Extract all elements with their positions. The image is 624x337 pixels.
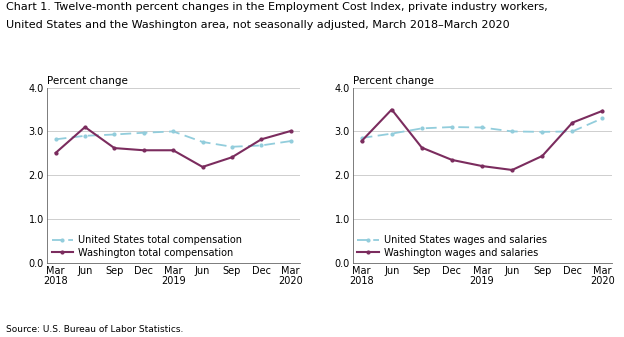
United States total compensation bbox=[287, 139, 295, 143]
Washington wages and salaries bbox=[568, 121, 576, 125]
Washington total compensation bbox=[52, 151, 59, 155]
United States total compensation bbox=[110, 132, 118, 136]
Washington wages and salaries bbox=[599, 109, 607, 113]
United States wages and salaries bbox=[539, 130, 546, 134]
United States total compensation bbox=[140, 131, 147, 135]
Washington wages and salaries bbox=[448, 158, 456, 162]
Washington wages and salaries bbox=[358, 139, 365, 143]
Washington total compensation bbox=[258, 137, 265, 141]
United States wages and salaries bbox=[478, 125, 485, 129]
Washington wages and salaries bbox=[418, 146, 426, 150]
Line: United States total compensation: United States total compensation bbox=[54, 130, 292, 148]
Washington total compensation bbox=[169, 148, 177, 152]
United States wages and salaries bbox=[388, 131, 396, 135]
Text: Percent change: Percent change bbox=[47, 76, 128, 86]
Washington total compensation bbox=[287, 129, 295, 133]
Washington total compensation bbox=[110, 146, 118, 150]
United States total compensation bbox=[228, 145, 236, 149]
Washington total compensation bbox=[228, 155, 236, 159]
United States wages and salaries bbox=[568, 129, 576, 133]
United States total compensation bbox=[81, 134, 89, 138]
United States wages and salaries bbox=[599, 116, 607, 120]
Text: Source: U.S. Bureau of Labor Statistics.: Source: U.S. Bureau of Labor Statistics. bbox=[6, 325, 183, 334]
Washington total compensation bbox=[199, 165, 207, 169]
United States wages and salaries bbox=[358, 136, 365, 140]
United States wages and salaries bbox=[509, 129, 516, 133]
Washington total compensation bbox=[81, 125, 89, 129]
United States total compensation bbox=[169, 129, 177, 133]
Line: Washington total compensation: Washington total compensation bbox=[54, 126, 292, 168]
Washington wages and salaries bbox=[478, 164, 485, 168]
Washington total compensation bbox=[140, 148, 147, 152]
Text: United States and the Washington area, not seasonally adjusted, March 2018–March: United States and the Washington area, n… bbox=[6, 20, 510, 30]
Washington wages and salaries bbox=[388, 108, 396, 112]
Legend: United States total compensation, Washington total compensation: United States total compensation, Washin… bbox=[52, 235, 242, 258]
Washington wages and salaries bbox=[539, 154, 546, 158]
Washington wages and salaries bbox=[509, 168, 516, 172]
United States total compensation bbox=[52, 137, 59, 141]
United States wages and salaries bbox=[418, 126, 426, 130]
United States wages and salaries bbox=[448, 125, 456, 129]
United States total compensation bbox=[258, 144, 265, 148]
Line: United States wages and salaries: United States wages and salaries bbox=[360, 117, 604, 140]
United States total compensation bbox=[199, 140, 207, 144]
Text: Chart 1. Twelve-month percent changes in the Employment Cost Index, private indu: Chart 1. Twelve-month percent changes in… bbox=[6, 2, 548, 12]
Legend: United States wages and salaries, Washington wages and salaries: United States wages and salaries, Washin… bbox=[358, 235, 547, 258]
Line: Washington wages and salaries: Washington wages and salaries bbox=[360, 108, 604, 172]
Text: Percent change: Percent change bbox=[353, 76, 434, 86]
